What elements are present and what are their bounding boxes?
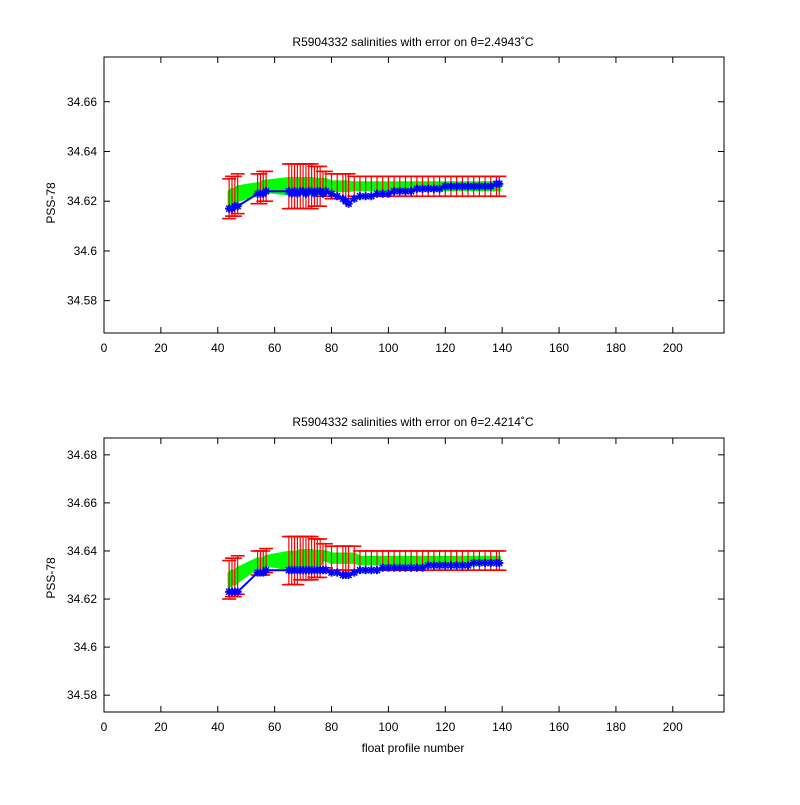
chart-1-float-series — [225, 179, 504, 213]
chart-2-y-axis-label: PSS-78 — [44, 557, 58, 599]
chart-1-x-tick-label: 180 — [606, 341, 626, 355]
chart-1: R5904332 salinities with error on θ=2.49… — [44, 35, 725, 355]
chart-2-float-point — [495, 558, 504, 567]
chart-1-x-tick-label: 100 — [378, 341, 398, 355]
chart-1-y-tick-label: 34.6 — [74, 244, 98, 258]
chart-2-float-point — [458, 561, 467, 570]
chart-2-x-tick-label: 100 — [378, 720, 398, 734]
chart-2-float-point — [435, 561, 444, 570]
chart-2-x-tick-labels: 0 20 40 60 80 100 120 140 160 180 200 — [101, 720, 683, 734]
chart-2-float-point — [367, 566, 376, 575]
chart-1-y-tick-label: 34.66 — [67, 95, 97, 109]
chart-1-y-tick-label: 34.58 — [67, 294, 97, 308]
chart-1-float-point — [407, 187, 416, 196]
chart-1-x-tick-label: 80 — [325, 341, 339, 355]
chart-2-y-tick-labels: 34.58 34.6 34.62 34.64 34.66 34.68 — [67, 448, 97, 702]
chart-1-x-tick-labels: 0 20 40 60 80 100 120 140 160 180 200 — [101, 341, 683, 355]
chart-2-float-point — [412, 563, 421, 572]
chart-1-float-point — [495, 179, 504, 188]
chart-1-float-point — [262, 187, 271, 196]
chart-2-float-point — [233, 587, 242, 596]
chart-1-error-bar — [313, 165, 328, 207]
chart-1-x-tick-label: 60 — [268, 341, 282, 355]
chart-1-float-point — [441, 182, 450, 191]
chart-2-x-tick-label: 80 — [325, 720, 339, 734]
chart-1-float-point — [344, 199, 353, 208]
chart-2-x-tick-label: 180 — [606, 720, 626, 734]
chart-1-x-tick-label: 140 — [492, 341, 512, 355]
chart-2-x-axis-label: float profile number — [362, 741, 465, 755]
chart-2-float-point — [378, 563, 387, 572]
chart-2-title: R5904332 salinities with error on θ=2.42… — [292, 415, 533, 429]
chart-1-y-tick-labels: 34.58 34.6 34.62 34.64 34.66 — [67, 95, 97, 308]
chart-2-plot-area — [103, 437, 725, 713]
chart-1-x-tick-label: 160 — [549, 341, 569, 355]
chart-1-float-point — [424, 184, 433, 193]
chart-2-y-tick-label: 34.58 — [67, 688, 97, 702]
chart-2-y-tick-label: 34.62 — [67, 592, 97, 606]
chart-2-x-tick-label: 0 — [101, 720, 108, 734]
chart-1-x-tick-label: 200 — [663, 341, 683, 355]
chart-2-float-series — [225, 558, 504, 596]
chart-1-axes-box — [103, 56, 725, 334]
chart-2-x-tick-label: 40 — [211, 720, 225, 734]
chart-1-float-point — [395, 187, 404, 196]
chart-1-y-tick-label: 34.64 — [67, 144, 97, 158]
chart-1-x-tick-label: 120 — [435, 341, 455, 355]
chart-1-x-tick-label: 40 — [211, 341, 225, 355]
chart-2-y-tick-label: 34.64 — [67, 544, 97, 558]
chart-2-x-tick-label: 60 — [268, 720, 282, 734]
chart-1-plot-area — [103, 56, 725, 334]
chart-1-y-axis-label: PSS-78 — [44, 182, 58, 224]
chart-1-x-tick-label: 0 — [101, 341, 108, 355]
chart-2: R5904332 salinities with error on θ=2.42… — [44, 415, 725, 755]
chart-1-title: R5904332 salinities with error on θ=2.49… — [292, 35, 533, 49]
chart-2-float-point — [262, 566, 271, 575]
chart-2-float-point — [327, 568, 336, 577]
chart-2-y-tick-label: 34.6 — [74, 640, 98, 654]
chart-2-x-tick-label: 140 — [492, 720, 512, 734]
chart-1-y-tick-label: 34.62 — [67, 194, 97, 208]
chart-2-float-point — [429, 561, 438, 570]
chart-2-x-tick-label: 160 — [549, 720, 569, 734]
chart-1-x-tick-label: 20 — [154, 341, 168, 355]
chart-2-axes-box — [103, 437, 725, 713]
chart-2-x-tick-label: 20 — [154, 720, 168, 734]
chart-2-float-point — [407, 563, 416, 572]
chart-2-x-tick-label: 120 — [435, 720, 455, 734]
chart-1-error-bar — [253, 173, 268, 205]
chart-2-y-tick-label: 34.66 — [67, 496, 97, 510]
chart-1-error-bar — [304, 163, 319, 210]
chart-2-x-tick-label: 200 — [663, 720, 683, 734]
chart-2-y-tick-label: 34.68 — [67, 448, 97, 462]
chart-1-float-point — [233, 202, 242, 211]
